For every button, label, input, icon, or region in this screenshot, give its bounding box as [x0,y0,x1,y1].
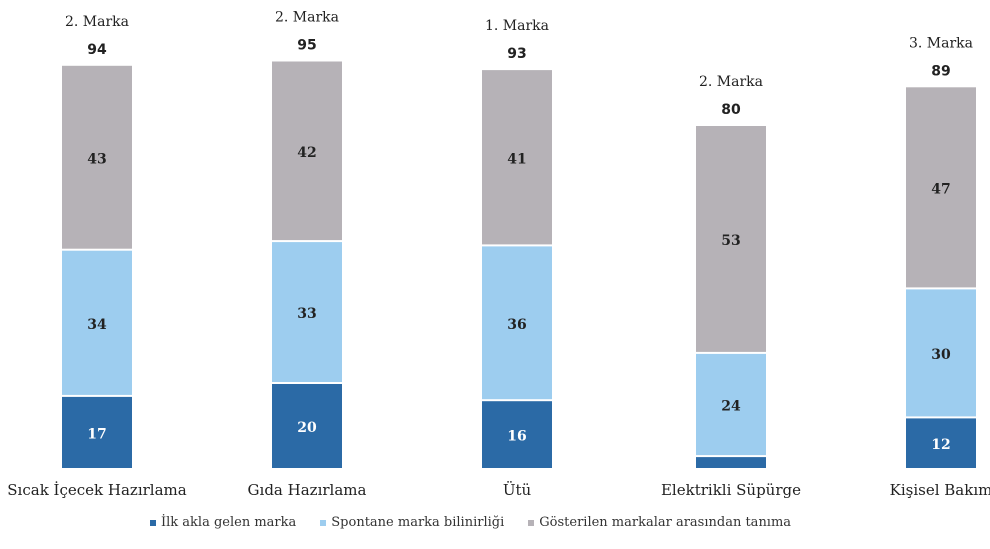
bar-segment-1-2 [272,384,342,468]
segment-value-label: 20 [297,420,317,436]
bar-segment-2-1 [62,250,132,395]
legend-swatch-aided [528,519,535,526]
total-value-label: 94 [87,42,107,58]
total-value-label: 89 [931,63,950,79]
bar-segment-1-4 [696,457,766,468]
chart-legend: İlk akla gelen marka Spontane marka bili… [150,515,791,530]
legend-item-aided: Gösterilen markalar arasından tanıma [528,515,791,530]
bar-segment-2-4 [696,353,766,456]
rank-label: 2. Marka [699,74,763,90]
legend-swatch-first-mention [150,519,156,526]
rank-label: 2. Marka [275,10,339,26]
bar-segment-3-2 [272,61,342,241]
segment-value-label: 53 [721,233,740,249]
bar-segment-3-1 [62,65,132,249]
category-label: Elektrikli Süpürge [661,481,801,499]
category-label: Gıda Hazırlama [248,481,367,499]
segment-value-label: 33 [297,306,316,322]
bar-segment-2-3 [482,246,552,400]
rank-label: 3. Marka [909,35,973,51]
bar-segment-1-5 [906,418,976,468]
rank-label: 1. Marka [485,18,549,34]
bar-segment-3-3 [482,70,552,245]
legend-label-spontaneous: Spontane marka bilinirliği [331,515,505,530]
category-label: Kişisel Bakım [890,481,990,499]
bar-segment-1-3 [482,401,552,468]
segment-value-label: 47 [931,181,950,197]
total-value-label: 95 [297,38,316,54]
segment-value-label: 42 [297,145,316,161]
segment-value-label: 30 [931,347,951,363]
bar-segment-2-2 [272,242,342,382]
segment-value-label: 43 [87,151,106,167]
segment-value-label: 24 [721,399,741,415]
legend-label-aided: Gösterilen markalar arasından tanıma [539,515,792,530]
total-value-label: 93 [507,46,526,62]
category-label: Ütü [503,481,532,499]
bar-segment-3-4 [696,126,766,352]
segment-value-label: 34 [87,317,107,333]
bar-segment-3-5 [906,87,976,288]
legend-item-spontaneous: Spontane marka bilinirliği [320,515,504,530]
segment-value-label: 12 [931,437,950,453]
segment-value-label: 17 [87,426,106,442]
legend-item-first-mention: İlk akla gelen marka [150,515,296,530]
legend-label-first-mention: İlk akla gelen marka [161,515,297,530]
category-label: Sıcak İçecek Hazırlama [7,481,186,499]
rank-label: 2. Marka [65,14,129,30]
legend-swatch-spontaneous [320,519,327,526]
total-value-label: 80 [721,102,741,118]
segment-value-label: 36 [507,317,526,333]
bar-segment-2-5 [906,289,976,417]
bar-segment-1-1 [62,396,132,468]
segment-value-label: 41 [507,151,526,167]
segment-value-label: 16 [507,429,526,445]
